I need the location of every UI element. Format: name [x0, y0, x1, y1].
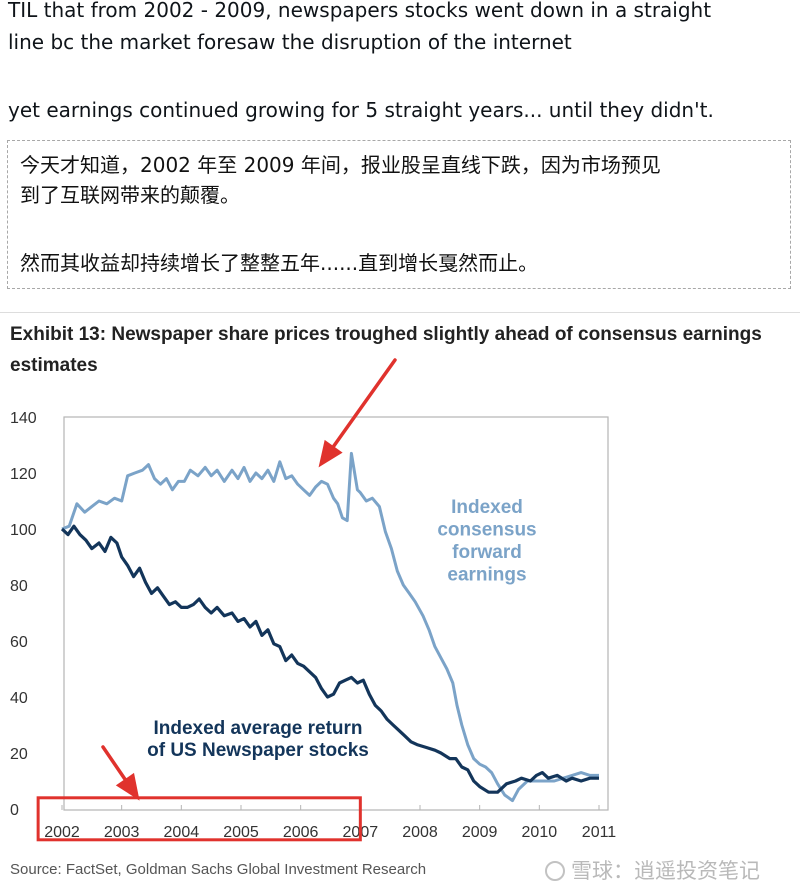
series-label: Indexed — [451, 497, 523, 518]
red-arrowhead — [115, 772, 140, 801]
x-tick-label: 2008 — [402, 824, 438, 841]
x-tick-label: 2011 — [582, 824, 617, 841]
earnings-line — [61, 451, 599, 803]
x-tick-label: 2004 — [164, 824, 200, 841]
tweet-text-line-1: TIL that from 2002 - 2009, newspapers st… — [8, 0, 712, 22]
watermark-text: 雪球：逍遥投资笔记 — [571, 859, 760, 883]
x-tick-label: 2006 — [283, 824, 319, 841]
chart-title: Exhibit 13: Newspaper share prices troug… — [10, 324, 762, 376]
newspaper-chart: 0 20 40 60 80 100 120 140 2002 2003 2004 2005 2006 20… — [10, 358, 617, 842]
series-label: forward — [452, 542, 522, 563]
series-label: earnings — [447, 565, 526, 586]
series-label: consensus — [437, 520, 536, 541]
watermark: 雪球：逍遥投资笔记 — [545, 855, 760, 885]
y-tick-label: 0 — [10, 802, 19, 819]
tweet-text-line-2: line bc the market foresaw the disruptio… — [8, 30, 572, 54]
y-tick-label: 40 — [10, 690, 28, 707]
x-tick-label: 2002 — [44, 824, 80, 841]
chart-panel: 0 20 40 60 80 100 120 140 2002 2003 2004 2005 2006 20… — [0, 312, 800, 896]
y-tick-label: 60 — [10, 634, 28, 651]
translation-line-3: 然而其收益却持续增长了整整五年......直到增长戛然而止。 — [20, 251, 539, 275]
red-arrow-shaft — [101, 745, 127, 781]
red-arrow-shaft — [331, 358, 397, 448]
translation-box: 今天才知道，2002 年至 2009 年间，报业股呈直线下跌，因为市场预见 到了… — [7, 140, 791, 289]
series-label: of US Newspaper stocks — [147, 740, 369, 761]
plot-frame — [63, 416, 609, 811]
y-tick-label: 80 — [10, 578, 28, 595]
x-tick-label: 2010 — [522, 824, 558, 841]
snowball-logo-icon — [545, 861, 565, 881]
y-tick-label: 100 — [10, 522, 37, 539]
translation-line-1: 今天才知道，2002 年至 2009 年间，报业股呈直线下跌，因为市场预见 — [20, 153, 661, 177]
stock-return-line — [60, 524, 599, 794]
chart-source: Source: FactSet, Goldman Sachs Global In… — [10, 861, 427, 878]
x-tick-label: 2003 — [104, 824, 140, 841]
red-arrowhead — [318, 439, 343, 468]
y-tick-label: 20 — [10, 746, 28, 763]
x-tick-label: 2005 — [223, 824, 259, 841]
y-tick-label: 120 — [10, 466, 37, 483]
red-highlight-box — [36, 796, 362, 842]
series-label: Indexed average return — [153, 718, 362, 739]
x-tick-label: 2009 — [462, 824, 498, 841]
y-tick-label: 140 — [10, 410, 37, 427]
tweet-text-line-3: yet earnings continued growing for 5 str… — [8, 98, 714, 122]
translation-line-2: 到了互联网带来的颠覆。 — [20, 183, 240, 207]
